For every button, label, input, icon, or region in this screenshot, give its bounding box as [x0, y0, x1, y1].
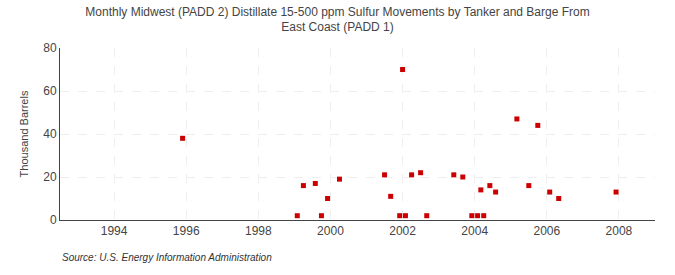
svg-text:1996: 1996	[173, 224, 200, 238]
svg-text:80: 80	[43, 41, 57, 55]
svg-text:Thousand Barrels: Thousand Barrels	[18, 90, 30, 177]
svg-text:Source: U.S. Energy Informatio: Source: U.S. Energy Information Administ…	[62, 252, 272, 263]
svg-text:60: 60	[43, 84, 57, 98]
svg-text:2006: 2006	[533, 224, 560, 238]
svg-text:1994: 1994	[101, 224, 128, 238]
svg-text:2000: 2000	[317, 224, 344, 238]
svg-text:0: 0	[50, 213, 57, 227]
svg-text:40: 40	[43, 127, 57, 141]
svg-text:2004: 2004	[461, 224, 488, 238]
svg-text:20: 20	[43, 170, 57, 184]
svg-text:2008: 2008	[606, 224, 633, 238]
svg-text:Monthly Midwest (PADD 2) Disti: Monthly Midwest (PADD 2) Distillate 15-5…	[85, 5, 589, 35]
svg-text:1998: 1998	[245, 224, 272, 238]
svg-text:2002: 2002	[389, 224, 416, 238]
